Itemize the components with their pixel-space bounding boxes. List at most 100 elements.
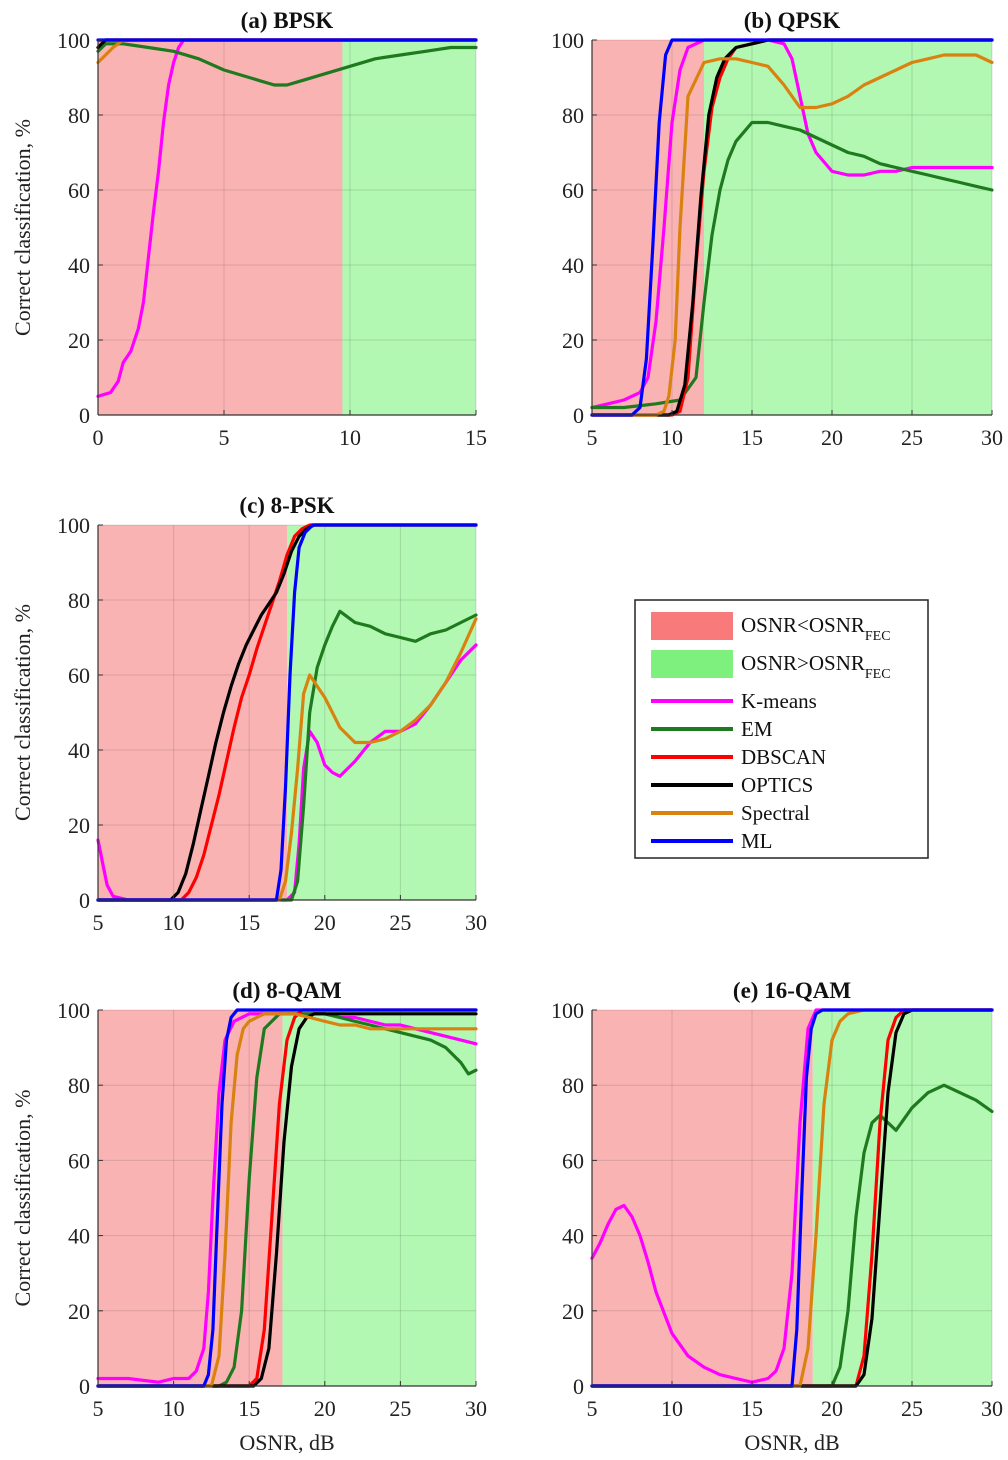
- panel-3: 5 10 15 20 25 30 0 20 40 60 80 100 (c) 8-PSK Correct …: [10, 493, 487, 935]
- y-tick-label: 100: [551, 998, 584, 1023]
- y-tick-label: 100: [551, 28, 584, 53]
- x-tick-label: 30: [981, 1396, 1003, 1421]
- series-line-k-means: [96, 38, 478, 398]
- x-tick-label: 25: [901, 425, 923, 450]
- region-below-fec: [98, 40, 343, 415]
- region-above-fec: [287, 525, 476, 900]
- y-tick-label: 100: [57, 28, 90, 53]
- series-line-ml: [590, 38, 994, 417]
- x-tick-label: 30: [465, 1396, 487, 1421]
- x-tick-label: 10: [163, 910, 185, 935]
- panel-1: 0 5 10 15 0 20 40 60 80 100 (a) BPSK Correct classi…: [10, 8, 487, 450]
- series-line-em: [96, 609, 478, 902]
- series-line-ml: [96, 1008, 478, 1388]
- x-tick-label: 25: [389, 910, 411, 935]
- legend-swatch-region: [651, 612, 733, 640]
- x-tick-label: 15: [741, 1396, 763, 1421]
- y-tick-label: 60: [68, 1148, 90, 1173]
- x-tick-label: 15: [238, 1396, 260, 1421]
- series-line-dbscan: [96, 523, 478, 902]
- series-line-spectral: [96, 617, 478, 902]
- legend-label-series: OPTICS: [741, 773, 813, 797]
- y-tick-label: 60: [68, 663, 90, 688]
- y-tick-label: 40: [68, 1224, 90, 1249]
- y-tick-label: 20: [562, 328, 584, 353]
- legend-label-series: DBSCAN: [741, 745, 826, 769]
- region-above-fec: [704, 40, 992, 415]
- x-tick-label: 5: [587, 425, 598, 450]
- panel-title: (d) 8-QAM: [232, 978, 342, 1003]
- x-tick-label: 20: [314, 910, 336, 935]
- series-line-dbscan: [590, 1008, 994, 1388]
- y-tick-label: 100: [57, 513, 90, 538]
- x-tick-label: 15: [741, 425, 763, 450]
- region-above-fec: [342, 40, 476, 415]
- legend: OSNR<OSNRFECOSNR>OSNRFECK-meansEMDBSCANO…: [634, 599, 929, 859]
- series-line-spectral: [96, 1012, 478, 1388]
- x-tick-label: 10: [661, 1396, 683, 1421]
- y-tick-label: 40: [68, 738, 90, 763]
- y-tick-label: 60: [562, 178, 584, 203]
- y-tick-label: 0: [573, 403, 584, 428]
- series-line-em: [96, 42, 478, 87]
- panel-2: 5 10 15 20 25 30 0 20 40 60 80 100 (b) QPSK: [551, 8, 1003, 450]
- y-tick-label: 0: [79, 403, 90, 428]
- legend-label-series: ML: [741, 829, 773, 853]
- y-tick-label: 40: [562, 1224, 584, 1249]
- x-tick-label: 0: [93, 425, 104, 450]
- series-line-optics: [96, 523, 478, 902]
- panel-title: (a) BPSK: [241, 8, 334, 33]
- x-tick-label: 25: [389, 1396, 411, 1421]
- series-line-spectral: [590, 53, 994, 417]
- legend-label-series: EM: [741, 717, 773, 741]
- series-line-optics: [590, 1008, 994, 1388]
- series-line-spectral: [590, 1008, 994, 1388]
- y-tick-label: 20: [562, 1299, 584, 1324]
- series-line-ml: [96, 523, 478, 902]
- panel-title: (c) 8-PSK: [239, 493, 334, 518]
- y-tick-label: 80: [68, 588, 90, 613]
- y-tick-label: 60: [562, 1148, 584, 1173]
- series-line-em: [590, 1083, 994, 1388]
- y-tick-label: 40: [68, 253, 90, 278]
- y-tick-label: 20: [68, 813, 90, 838]
- x-tick-label: 25: [901, 1396, 923, 1421]
- series-line-ml: [590, 1008, 994, 1388]
- panel-title: (e) 16-QAM: [733, 978, 851, 1003]
- y-tick-label: 20: [68, 1299, 90, 1324]
- x-tick-label: 20: [821, 425, 843, 450]
- y-tick-label: 40: [562, 253, 584, 278]
- x-tick-label: 15: [465, 425, 487, 450]
- x-tick-label: 10: [163, 1396, 185, 1421]
- x-tick-label: 5: [93, 910, 104, 935]
- legend-label-series: K-means: [741, 689, 817, 713]
- series-line-k-means: [590, 1008, 994, 1384]
- legend-label-subscript: FEC: [865, 667, 891, 682]
- x-tick-label: 5: [219, 425, 230, 450]
- region-above-fec: [282, 1010, 476, 1386]
- y-tick-label: 0: [79, 888, 90, 913]
- panel-5: 5 10 15 20 25 30 0 20 40 60 80 100 (e) 16-QAM OSNR, d…: [551, 978, 1003, 1455]
- y-axis-label: Correct classification, %: [10, 119, 35, 336]
- y-axis-label: Correct classification, %: [10, 604, 35, 821]
- region-below-fec: [98, 525, 287, 900]
- region-below-fec: [592, 1010, 813, 1386]
- y-tick-label: 60: [68, 178, 90, 203]
- legend-label-subscript: FEC: [865, 629, 891, 644]
- y-tick-label: 100: [57, 998, 90, 1023]
- y-tick-label: 0: [573, 1374, 584, 1399]
- x-axis-label: OSNR, dB: [744, 1430, 839, 1455]
- x-tick-label: 10: [339, 425, 361, 450]
- panel-4: 5 10 15 20 25 30 0 20 40 60 80 100 (d) 8-QAM Correct …: [10, 978, 487, 1455]
- y-axis-label: Correct classification, %: [10, 1090, 35, 1307]
- y-tick-label: 80: [68, 103, 90, 128]
- y-tick-label: 20: [68, 328, 90, 353]
- x-tick-label: 15: [238, 910, 260, 935]
- legend-label-series: Spectral: [741, 801, 810, 825]
- y-tick-label: 80: [562, 103, 584, 128]
- series-line-optics: [590, 38, 994, 417]
- x-axis-label: OSNR, dB: [239, 1430, 334, 1455]
- legend-swatch-region: [651, 650, 733, 678]
- series-line-k-means: [590, 38, 994, 410]
